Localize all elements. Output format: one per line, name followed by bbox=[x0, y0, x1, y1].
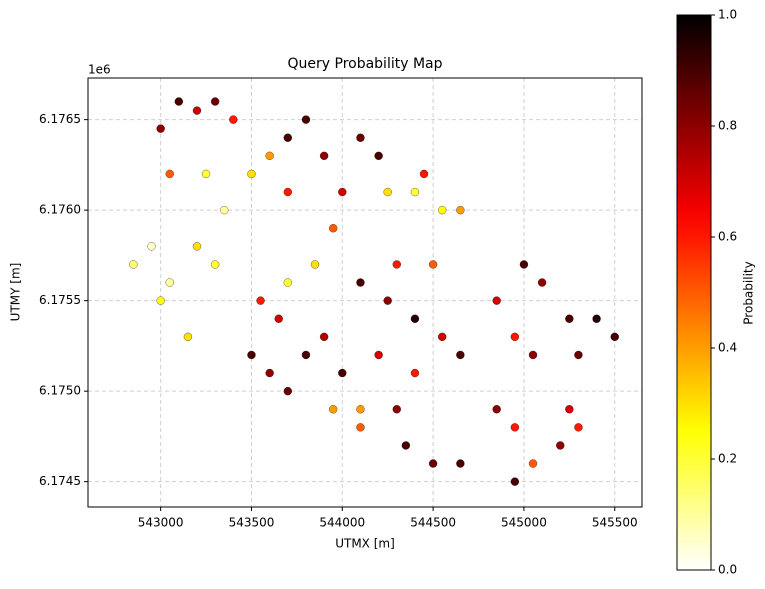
point bbox=[383, 187, 392, 197]
y-tick-label: 6.1765 bbox=[39, 112, 81, 126]
point bbox=[438, 205, 447, 215]
x-tick-label: 544000 bbox=[319, 516, 365, 530]
point bbox=[356, 278, 365, 287]
y-tick-label: 6.1760 bbox=[39, 203, 81, 217]
point bbox=[492, 405, 501, 414]
point bbox=[210, 260, 220, 269]
point bbox=[247, 350, 256, 360]
point bbox=[383, 296, 392, 305]
point bbox=[392, 405, 401, 414]
point bbox=[329, 405, 338, 414]
x-tick-label: 545000 bbox=[501, 516, 547, 530]
point bbox=[356, 405, 365, 414]
point bbox=[401, 441, 411, 450]
plot-frame bbox=[87, 77, 643, 508]
point bbox=[183, 332, 193, 341]
x-tick-label: 543500 bbox=[229, 516, 275, 530]
point bbox=[574, 423, 583, 432]
colorbar-tick-label: 0.0 bbox=[718, 563, 737, 577]
colorbar-tick-label: 1.0 bbox=[718, 8, 737, 22]
point bbox=[265, 368, 274, 378]
point bbox=[510, 477, 520, 486]
point bbox=[274, 314, 283, 323]
point bbox=[301, 350, 311, 360]
colorbar-tick-label: 0.8 bbox=[718, 119, 737, 133]
point bbox=[510, 423, 520, 432]
x-tick-label: 544500 bbox=[410, 516, 456, 530]
point bbox=[528, 350, 538, 360]
point bbox=[456, 205, 465, 215]
point bbox=[319, 151, 329, 160]
point bbox=[428, 260, 438, 269]
point bbox=[247, 169, 256, 179]
point bbox=[210, 97, 220, 106]
point bbox=[410, 314, 420, 323]
point bbox=[410, 368, 420, 378]
point bbox=[565, 314, 574, 323]
point bbox=[147, 242, 156, 251]
colorbar-tick-label: 0.4 bbox=[718, 341, 737, 355]
point bbox=[283, 133, 292, 142]
point bbox=[265, 151, 274, 160]
point bbox=[201, 169, 211, 179]
chart-title: Query Probability Map bbox=[288, 56, 443, 72]
point bbox=[310, 260, 320, 269]
point bbox=[528, 459, 538, 468]
x-tick-label: 543000 bbox=[138, 516, 184, 530]
y-tick-label: 6.1755 bbox=[39, 293, 81, 307]
point bbox=[592, 314, 601, 323]
colorbar-tick-label: 0.6 bbox=[718, 230, 737, 244]
x-axis-label: UTMX [m] bbox=[335, 537, 395, 551]
point bbox=[165, 278, 174, 287]
point bbox=[456, 459, 465, 468]
point bbox=[283, 387, 292, 396]
point bbox=[174, 97, 183, 106]
point bbox=[410, 187, 420, 197]
point bbox=[319, 332, 329, 341]
point bbox=[510, 332, 520, 341]
point bbox=[610, 332, 619, 341]
point bbox=[456, 350, 465, 360]
point bbox=[556, 441, 565, 450]
y-tick-label: 6.1745 bbox=[39, 474, 81, 488]
point bbox=[356, 133, 365, 142]
point bbox=[438, 332, 447, 341]
point bbox=[419, 169, 429, 179]
point bbox=[192, 106, 202, 115]
point bbox=[329, 224, 338, 233]
point bbox=[256, 296, 265, 305]
point bbox=[492, 296, 501, 305]
offset-text: 1e6 bbox=[88, 63, 111, 77]
point bbox=[301, 115, 311, 124]
y-axis-label: UTMY [m] bbox=[9, 263, 23, 322]
point bbox=[283, 278, 292, 287]
point bbox=[283, 187, 292, 197]
colorbar-label: Probability bbox=[742, 261, 756, 324]
point bbox=[374, 350, 383, 360]
y-tick-label: 6.1750 bbox=[39, 384, 81, 398]
point bbox=[338, 368, 347, 378]
colorbar-tick-label: 0.2 bbox=[718, 452, 737, 466]
point bbox=[356, 423, 365, 432]
point bbox=[229, 115, 238, 124]
point bbox=[165, 169, 174, 179]
colorbar bbox=[676, 14, 712, 571]
point bbox=[129, 260, 138, 269]
point bbox=[156, 124, 165, 133]
x-tick-label: 545500 bbox=[592, 516, 638, 530]
point bbox=[192, 242, 202, 251]
point bbox=[392, 260, 401, 269]
point bbox=[338, 187, 347, 197]
point bbox=[574, 350, 583, 360]
point bbox=[374, 151, 383, 160]
point bbox=[519, 260, 529, 269]
point bbox=[565, 405, 574, 414]
point bbox=[156, 296, 165, 305]
point bbox=[537, 278, 547, 287]
point bbox=[428, 459, 438, 468]
point bbox=[220, 205, 229, 215]
